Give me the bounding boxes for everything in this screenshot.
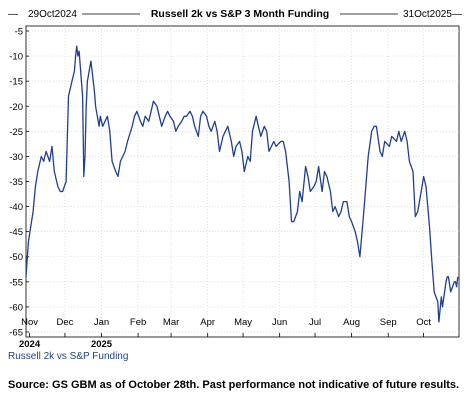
y-tick-label: -5 xyxy=(15,27,23,38)
y-tick-label: -20 xyxy=(9,102,23,113)
y-tick-label: -35 xyxy=(9,177,23,188)
x-tick-label: Oct xyxy=(416,317,431,328)
x-tick-label: Dec xyxy=(56,317,73,328)
year-labels: 2024 2025 xyxy=(19,339,113,350)
x-tick-label: May xyxy=(234,317,252,328)
date-range-start: 29Oct2024 xyxy=(28,9,77,20)
x-tick-label: Feb xyxy=(130,317,146,328)
line-chart: Russell 2k vs S&P 3 Month Funding 29Oct2… xyxy=(8,8,462,362)
chart-frame: Russell 2k vs S&P 3 Month Funding 29Oct2… xyxy=(8,8,462,362)
x-tick-label: Sep xyxy=(380,317,397,328)
date-range-start-marker: — xyxy=(8,9,18,20)
x-tick-label: Mar xyxy=(163,317,179,328)
y-tick-label: -60 xyxy=(9,302,23,313)
y-tick-label: -15 xyxy=(9,77,23,88)
y-tick-label: -10 xyxy=(9,52,23,63)
y-tick-label: -45 xyxy=(9,227,23,238)
vertical-gridlines xyxy=(29,26,425,337)
year-label: 2024 xyxy=(19,339,41,350)
legend-label: Russell 2k vs S&P Funding xyxy=(8,351,128,362)
y-axis-tick-labels: -5 -10 -15 -20 -25 -30 -35 -40 -45 -50 -55 -60 -65 xyxy=(9,27,23,339)
x-tick-label: Aug xyxy=(343,317,360,328)
y-tick-label: -55 xyxy=(9,277,23,288)
x-tick-label: Jan xyxy=(94,317,109,328)
year-label: 2025 xyxy=(91,339,113,350)
date-range-end: 31Oct2025 xyxy=(403,9,452,20)
series-group xyxy=(25,45,459,323)
y-tick-label: -25 xyxy=(9,127,23,138)
source-note: Source: GS GBM as of October 28th. Past … xyxy=(8,379,460,391)
chart-title: Russell 2k vs S&P 3 Month Funding xyxy=(151,8,329,20)
y-tick-label: -50 xyxy=(9,252,23,263)
x-tick-label: Jul xyxy=(309,317,321,328)
plot-area: -5 -10 -15 -20 -25 -30 -35 -40 -45 -50 -55 -60 -65 N… xyxy=(9,25,460,350)
y-tick-label: -40 xyxy=(9,202,23,213)
x-axis-tick-labels: Nov Dec Jan Feb Mar Apr May Jun Jul Aug Sep Oct xyxy=(21,317,431,328)
x-tick-label: Jun xyxy=(272,317,287,328)
y-tick-label: -65 xyxy=(9,327,23,338)
y-tick-label: -30 xyxy=(9,152,23,163)
date-range-end-marker: — xyxy=(452,9,462,20)
x-tick-label: Nov xyxy=(21,317,38,328)
horizontal-gridlines xyxy=(26,30,459,333)
x-tick-label: Apr xyxy=(200,317,215,328)
